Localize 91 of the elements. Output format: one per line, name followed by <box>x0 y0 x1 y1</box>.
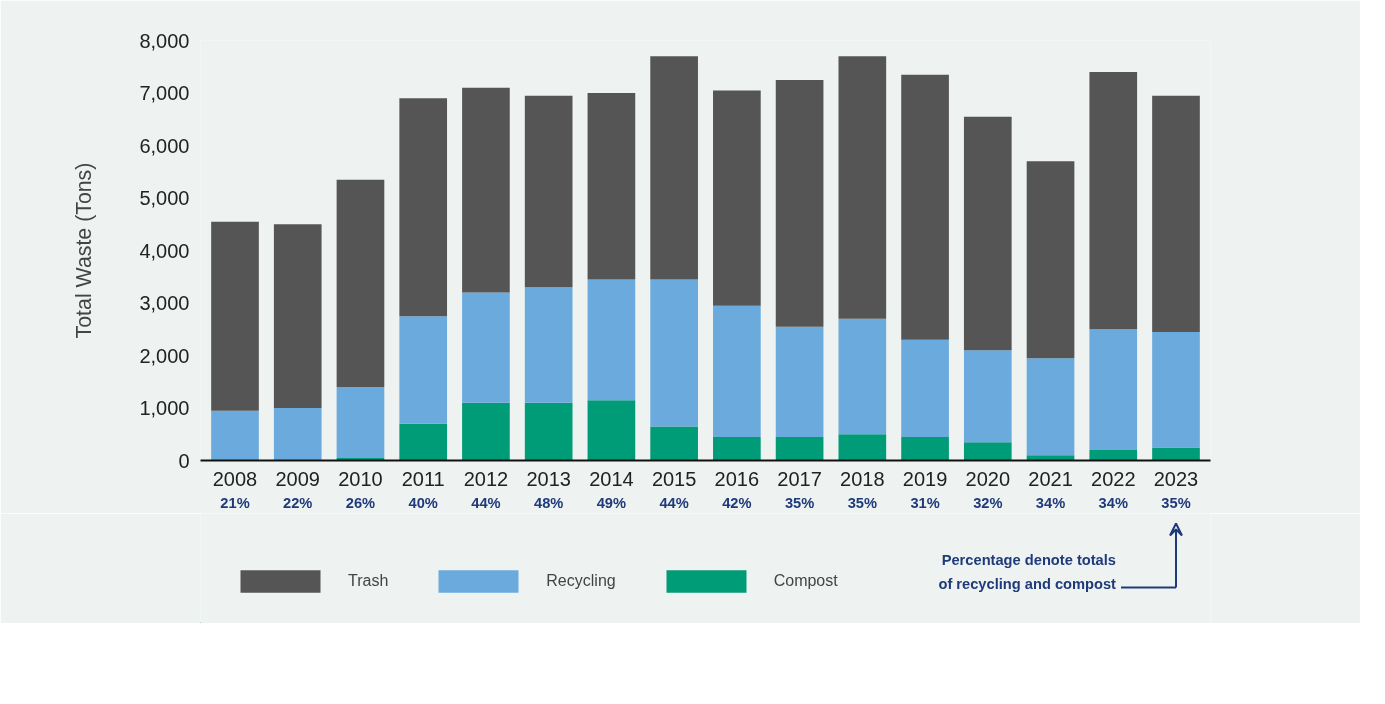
y-tick-label: 6,000 <box>139 134 190 157</box>
x-tick-label: 2014 <box>589 467 634 490</box>
x-tick-label: 2017 <box>777 467 822 490</box>
bar <box>650 426 698 461</box>
text: 34% <box>1098 494 1128 511</box>
text: 42% <box>722 494 752 511</box>
y-tick-label: 0 <box>178 449 190 472</box>
bar <box>901 74 949 340</box>
x-tick-label: 2019 <box>902 467 948 490</box>
bar <box>1089 450 1138 461</box>
bar <box>1152 331 1200 448</box>
bar <box>273 224 322 408</box>
legend-label: Trash <box>348 572 389 590</box>
x-tick-label: 2012 <box>463 467 509 490</box>
bar <box>336 179 385 387</box>
bar <box>901 436 949 461</box>
text: 26% <box>345 494 376 511</box>
text: 35% <box>784 494 815 511</box>
legend-label: Compost <box>773 572 838 590</box>
bar <box>587 400 636 461</box>
bar <box>650 56 698 280</box>
x-tick-label: 2008 <box>212 467 258 490</box>
bar <box>838 434 887 461</box>
y-tick-label: 8,000 <box>139 29 190 52</box>
x-tick-label: 2013 <box>526 467 571 490</box>
bar <box>1026 358 1075 456</box>
bar <box>775 326 824 437</box>
bar <box>1089 72 1138 330</box>
text: 32% <box>973 494 1003 511</box>
bar <box>211 221 259 411</box>
bar <box>650 279 698 427</box>
x-tick-label: 2016 <box>714 467 760 490</box>
y-tick-label: 5,000 <box>139 187 190 209</box>
x-tick-label: 2022 <box>1091 467 1136 490</box>
text: 40% <box>408 494 438 511</box>
bar <box>775 79 824 327</box>
x-tick-label: 2021 <box>1028 467 1073 490</box>
bar <box>462 292 510 403</box>
x-tick-label: 2009 <box>275 467 320 490</box>
y-tick-label: 1,000 <box>139 397 190 419</box>
bar <box>775 436 824 461</box>
y-axis-title: Total Waste (Tons) <box>72 162 97 339</box>
text: 22% <box>283 494 313 511</box>
text: 35% <box>1161 494 1191 511</box>
bar <box>587 93 636 280</box>
bar <box>587 279 636 401</box>
text: 44% <box>471 494 501 511</box>
text: 21% <box>220 494 250 511</box>
text: 34% <box>1035 494 1066 511</box>
text: Percentage denote totals of recycling and compost <box>938 551 1117 592</box>
bar <box>524 95 573 288</box>
bar <box>273 408 322 461</box>
bar <box>713 436 761 461</box>
legend-label: Recycling <box>546 572 616 590</box>
text: 49% <box>596 494 627 511</box>
bar <box>838 318 887 435</box>
bar <box>211 410 259 461</box>
text: 31% <box>910 494 940 511</box>
bar <box>1152 95 1200 332</box>
bar <box>462 87 510 293</box>
x-tick-label: 2010 <box>338 467 383 490</box>
y-tick-label: 7,000 <box>139 82 190 104</box>
x-tick-label: 2011 <box>401 467 445 490</box>
text: 35% <box>847 494 878 511</box>
bar <box>524 287 573 403</box>
y-tick-label: 3,000 <box>139 292 190 314</box>
x-tick-label: 2020 <box>965 467 1011 490</box>
bar <box>838 56 887 319</box>
bar <box>399 423 448 461</box>
bar <box>399 316 448 424</box>
bar <box>713 90 761 306</box>
bar <box>1152 447 1200 461</box>
bar <box>399 98 448 317</box>
bar <box>963 116 1012 351</box>
x-tick-label: 2018 <box>840 467 885 490</box>
text: 48% <box>534 494 564 511</box>
bar <box>524 402 573 461</box>
bar <box>963 350 1012 443</box>
y-tick-label: 2,000 <box>139 344 190 367</box>
bar <box>963 442 1012 461</box>
bar <box>1089 329 1138 450</box>
bar <box>713 305 761 437</box>
bar <box>1026 455 1075 461</box>
text: 44% <box>659 494 689 511</box>
y-tick-label: 4,000 <box>139 239 190 262</box>
x-tick-label: 2015 <box>651 467 697 490</box>
bar <box>336 387 385 458</box>
x-tick-label: 2023 <box>1153 467 1199 490</box>
bar <box>462 402 510 461</box>
bar <box>1026 161 1075 359</box>
bar <box>901 339 949 437</box>
